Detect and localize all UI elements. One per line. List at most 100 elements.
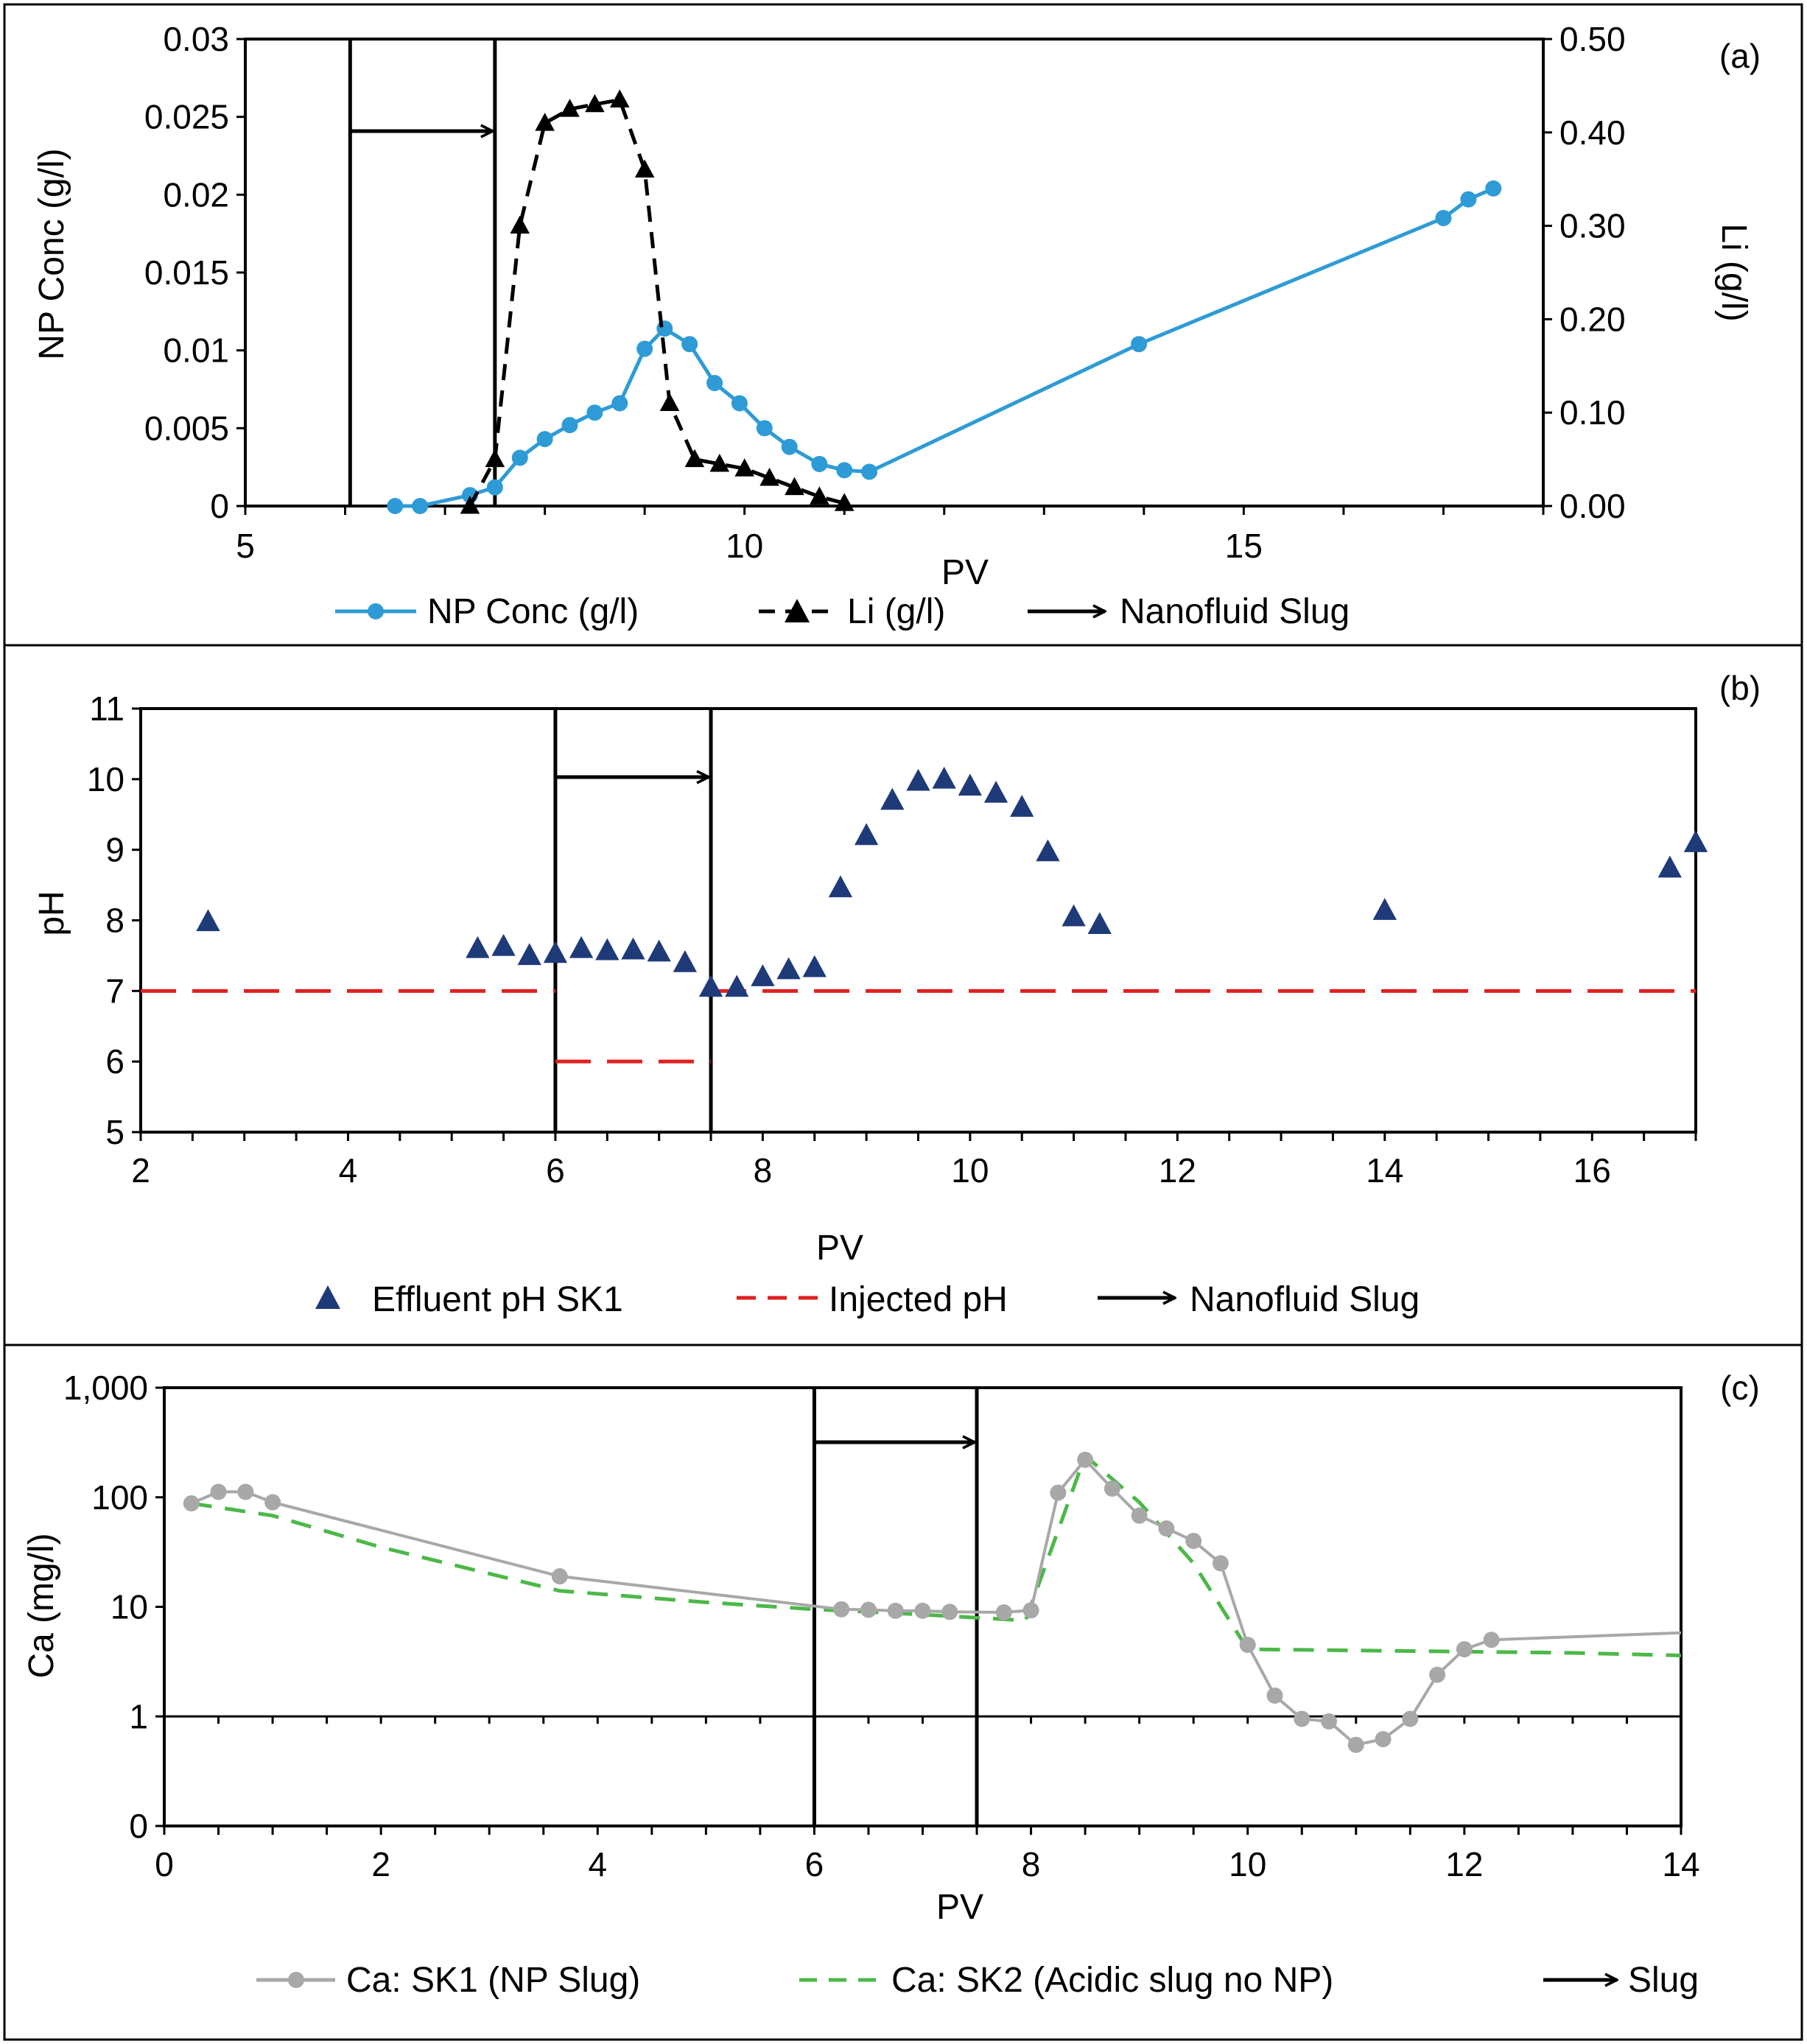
li-point xyxy=(785,477,804,496)
panel-a-plot-area xyxy=(244,38,1545,508)
c-ytick-label: 10 xyxy=(110,1588,148,1626)
ca-sk1-point xyxy=(183,1495,200,1512)
ca-sk1-point xyxy=(1239,1637,1256,1654)
effluent-ph-point xyxy=(1036,839,1060,862)
ca-sk1-point xyxy=(1429,1666,1446,1683)
effluent-ph-point xyxy=(1372,898,1397,920)
a-ytick-label: 0.02 xyxy=(163,175,229,214)
li-point xyxy=(460,496,480,514)
effluent-ph-point xyxy=(932,766,956,789)
np-conc-point xyxy=(611,395,628,412)
np-conc-point xyxy=(511,449,528,466)
np-conc-point xyxy=(536,431,553,448)
legend-effluent-ph: Effluent pH SK1 xyxy=(372,1280,623,1319)
np-conc-point xyxy=(731,395,748,412)
effluent-ph-point xyxy=(517,943,541,966)
effluent-ph-point xyxy=(1062,904,1086,927)
panel-a-plot: 0 0.005 0.01 0.015 0.02 0.025 0.03 0.00 0.10 0.20… xyxy=(144,20,1626,565)
effluent-ph-point xyxy=(196,909,220,932)
a-ytick-label: 0.025 xyxy=(144,98,229,136)
panel-a-y2label: Li (g/l) xyxy=(1714,223,1753,321)
np-conc-point xyxy=(836,462,853,479)
panel-b-ylabel: pH xyxy=(32,891,71,935)
ca-sk1-point xyxy=(887,1602,904,1619)
panel-b-frame xyxy=(3,644,1803,1346)
panel-b-plot: 5 6 7 8 9 10 11 2 4 6 8 10 12 14 16 xyxy=(87,689,1708,1190)
ca-sk1-point xyxy=(1266,1687,1283,1704)
effluent-ph-point xyxy=(569,935,594,958)
panel-c-plot: 0 1 10 100 1,000 0 2 4 6 8 10 12 14 xyxy=(63,1369,1700,1883)
ca-sk1-point xyxy=(833,1601,850,1618)
legend-np-conc: NP Conc (g/l) xyxy=(427,592,639,631)
a-y2tick-label: 0.30 xyxy=(1559,207,1626,245)
np-conc-point xyxy=(756,420,773,437)
a-ytick-label: 0.03 xyxy=(163,20,229,58)
c-xtick-label: 2 xyxy=(371,1845,390,1883)
np-conc-point xyxy=(1131,336,1148,353)
li-point xyxy=(634,159,655,178)
c-xtick-label: 10 xyxy=(1229,1845,1266,1883)
effluent-ph-point xyxy=(983,781,1008,803)
np-conc-point xyxy=(412,498,429,514)
c-xtick-label: 14 xyxy=(1662,1845,1699,1883)
effluent-ph-point xyxy=(543,941,568,963)
np-conc-point xyxy=(706,375,723,392)
c-xtick-label: 0 xyxy=(155,1845,174,1883)
a-xtick-label: 10 xyxy=(726,527,763,565)
ca-sk1-point xyxy=(237,1483,254,1500)
effluent-ph-point xyxy=(1657,855,1682,878)
legend-np-conc-key xyxy=(335,603,416,619)
np-conc-point xyxy=(1460,191,1477,208)
legend-slug-b: Nanofluid Slug xyxy=(1190,1280,1420,1319)
ca-sk1-point xyxy=(1077,1451,1094,1468)
np-conc-point xyxy=(636,340,653,357)
b-ytick-label: 10 xyxy=(87,760,124,798)
np-conc-point xyxy=(861,463,878,480)
c-ytick-label: 0 xyxy=(129,1807,148,1845)
li-point xyxy=(759,467,779,486)
legend-ca-sk1-key xyxy=(256,1972,335,1988)
ca-sk1-point xyxy=(1456,1641,1473,1658)
np-conc-point xyxy=(811,455,828,472)
np-conc-point xyxy=(1485,180,1502,197)
ca-sk1-point xyxy=(264,1494,281,1511)
ca-sk1-point xyxy=(914,1602,931,1619)
ca-sk1-point xyxy=(1375,1731,1392,1748)
c-xtick-label: 6 xyxy=(805,1845,824,1883)
ca-sk1-point xyxy=(551,1568,568,1585)
b-xtick-label: 4 xyxy=(339,1151,358,1190)
li-line xyxy=(468,97,845,508)
effluent-ph-point xyxy=(673,950,697,972)
c-xtick-label: 8 xyxy=(1022,1845,1041,1883)
ca-sk1-point xyxy=(1483,1632,1500,1648)
b-ytick-label: 6 xyxy=(105,1042,124,1081)
legend-li: Li (g/l) xyxy=(847,592,945,631)
np-conc-point xyxy=(656,320,673,337)
ca-sk1-point xyxy=(941,1604,958,1620)
ca-sk1-point xyxy=(1131,1507,1148,1524)
b-ytick-label: 11 xyxy=(89,689,124,728)
li-point xyxy=(485,449,505,468)
panel-c-ylabel: Ca (mg/l) xyxy=(22,1533,61,1678)
a-y2tick-label: 0.40 xyxy=(1559,113,1626,152)
effluent-ph-point xyxy=(1010,795,1034,817)
legend-injected-ph: Injected pH xyxy=(829,1280,1008,1319)
np-conc-point xyxy=(561,417,578,434)
ca-sk1-point xyxy=(1104,1480,1120,1497)
ca-sk1-point xyxy=(1321,1713,1338,1730)
np-conc-point xyxy=(681,336,698,353)
effluent-ph-point xyxy=(776,957,801,980)
np-conc-point xyxy=(586,404,603,421)
panel-c-legend: Ca: SK1 (NP Slug) Ca: SK2 (Acidic slug n… xyxy=(256,1961,1699,2000)
b-xtick-label: 2 xyxy=(131,1151,150,1190)
c-ytick-label: 1 xyxy=(129,1697,148,1735)
li-point xyxy=(684,449,705,468)
legend-ca-sk1: Ca: SK1 (NP Slug) xyxy=(346,1961,640,2000)
li-point xyxy=(734,458,754,477)
b-ytick-label: 7 xyxy=(105,972,124,1010)
effluent-ph-point xyxy=(958,773,983,796)
panel-b: 5 6 7 8 9 10 11 2 4 6 8 10 12 14 16 (b) PV pH Effluent… xyxy=(32,669,1761,1319)
np-conc-point xyxy=(387,498,404,514)
effluent-ph-point xyxy=(854,823,879,846)
